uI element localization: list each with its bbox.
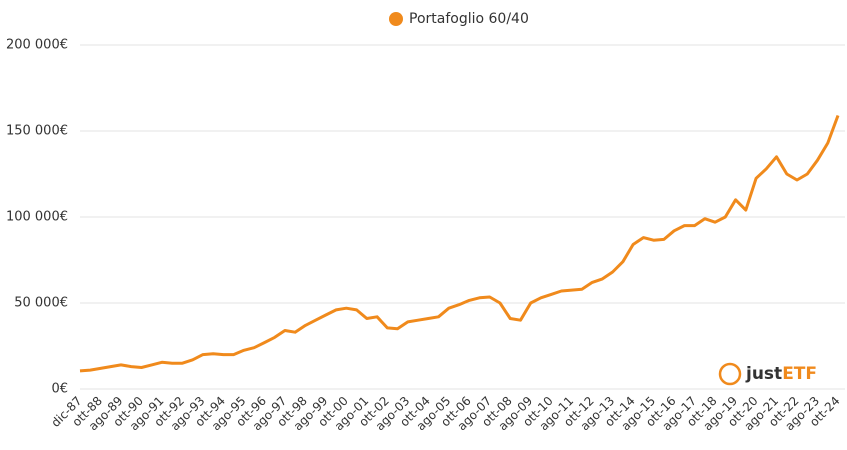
y-tick-label: 0€ — [51, 382, 68, 397]
legend-label: Portafoglio 60/40 — [409, 11, 529, 27]
logo-icon — [718, 362, 742, 386]
series-line — [79, 114, 840, 373]
logo-part: just — [745, 364, 782, 384]
y-tick-label: 150 000€ — [6, 124, 68, 139]
logo: justETF — [718, 362, 817, 386]
legend-marker — [389, 12, 403, 26]
y-tick-label: 100 000€ — [6, 210, 68, 225]
logo-text: justETF — [745, 364, 817, 384]
y-tick-label: 50 000€ — [14, 296, 68, 311]
legend: Portafoglio 60/40 — [389, 11, 529, 27]
y-tick-label: 200 000€ — [6, 38, 68, 53]
logo-part: ETF — [782, 364, 817, 384]
